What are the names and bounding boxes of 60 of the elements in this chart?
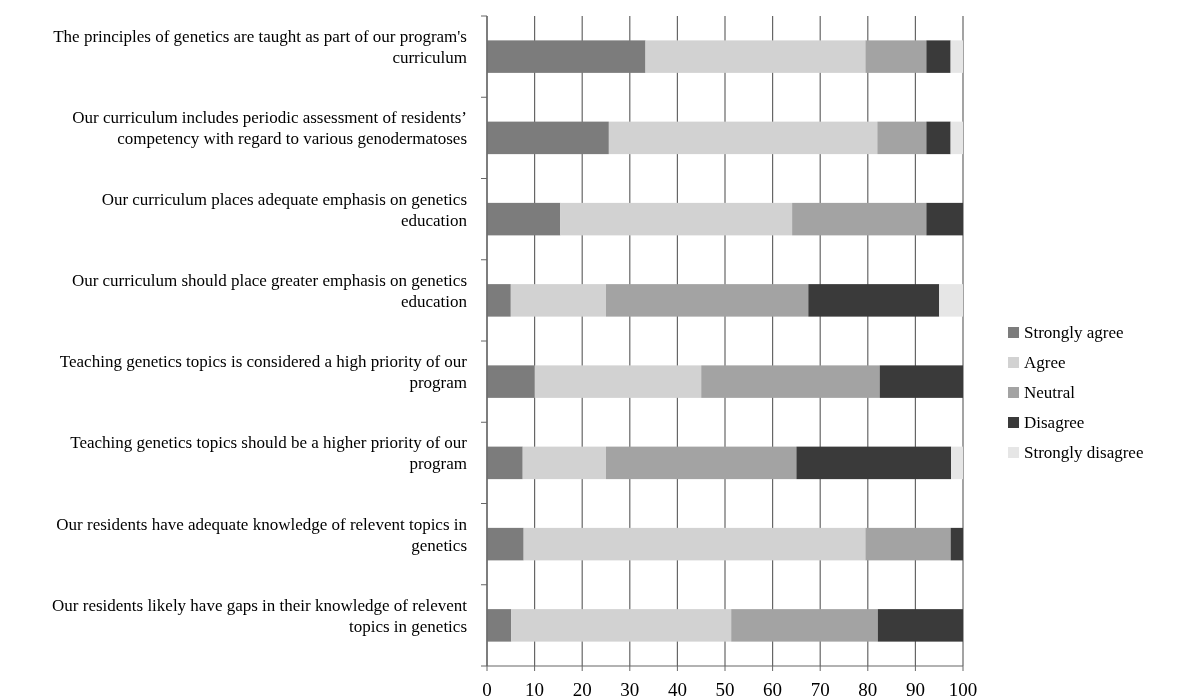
x-tick-label: 80 — [858, 679, 878, 698]
bar — [877, 609, 963, 642]
bar — [645, 40, 866, 73]
x-tick-label: 100 — [948, 679, 978, 698]
bar — [608, 121, 878, 155]
bar — [510, 284, 606, 317]
x-tick-label: 60 — [763, 679, 783, 698]
bar — [606, 284, 809, 317]
legend-label: Strongly disagree — [1024, 443, 1144, 462]
bar — [950, 121, 963, 155]
y-tick-label: Our curriculum should place greater emphasis on genetics education — [71, 270, 468, 311]
bar — [939, 284, 963, 317]
y-tick-label: Our curriculum places adequate emphasis on genetics education — [101, 189, 468, 230]
x-tick-label: 90 — [905, 679, 925, 698]
y-tick-label: The principles of genetics are taught as part of our program's curriculum — [53, 27, 467, 68]
legend-label: Strongly agree — [1024, 323, 1124, 342]
bar — [792, 202, 927, 236]
x-tick-label: 40 — [667, 679, 687, 698]
bar — [701, 365, 880, 398]
bar — [606, 446, 797, 480]
bar — [522, 446, 606, 480]
bar — [511, 609, 732, 642]
bar — [534, 365, 702, 398]
y-tick-label: Teaching genetics topics should be a higher priority of our program — [70, 433, 468, 474]
bar — [796, 446, 952, 480]
x-tick-label: 10 — [525, 679, 545, 698]
bar — [951, 446, 963, 480]
bar — [926, 202, 963, 236]
y-tick-label: Teaching genetics topics is considered a high priority of our program — [59, 352, 468, 393]
bar — [865, 40, 927, 73]
legend-label: Neutral — [1024, 383, 1076, 402]
bar — [487, 202, 561, 236]
bar — [560, 202, 793, 236]
bar — [523, 527, 866, 561]
x-tick-label: 30 — [620, 679, 640, 698]
bar — [808, 284, 940, 317]
y-tick-label: Our curriculum includes periodic assessment of residents’ competency with regard to various genodermatoses — [72, 108, 467, 149]
bar — [487, 527, 524, 561]
bar — [926, 121, 951, 155]
x-tick-label: 0 — [482, 679, 492, 698]
bar — [731, 609, 878, 642]
x-tick-label: 50 — [715, 679, 735, 698]
bar — [487, 609, 512, 642]
legend-label: Disagree — [1024, 413, 1085, 432]
x-tick-label: 20 — [572, 679, 592, 698]
bar — [487, 365, 535, 398]
y-tick-label: Our residents likely have gaps in their knowledge of relevent topics in genetics — [52, 595, 468, 636]
bar — [487, 40, 646, 73]
bar — [487, 446, 523, 480]
y-tick-label: Our residents have adequate knowledge of relevent topics in genetics — [56, 514, 468, 555]
bar — [926, 40, 951, 73]
legend-label: Agree — [1024, 353, 1066, 372]
bar — [487, 121, 609, 155]
bar — [487, 284, 511, 317]
bar — [865, 527, 951, 561]
x-tick-label: 70 — [810, 679, 830, 698]
bar — [879, 365, 963, 398]
bar — [877, 121, 927, 155]
bar — [950, 40, 963, 73]
bar — [950, 527, 963, 561]
